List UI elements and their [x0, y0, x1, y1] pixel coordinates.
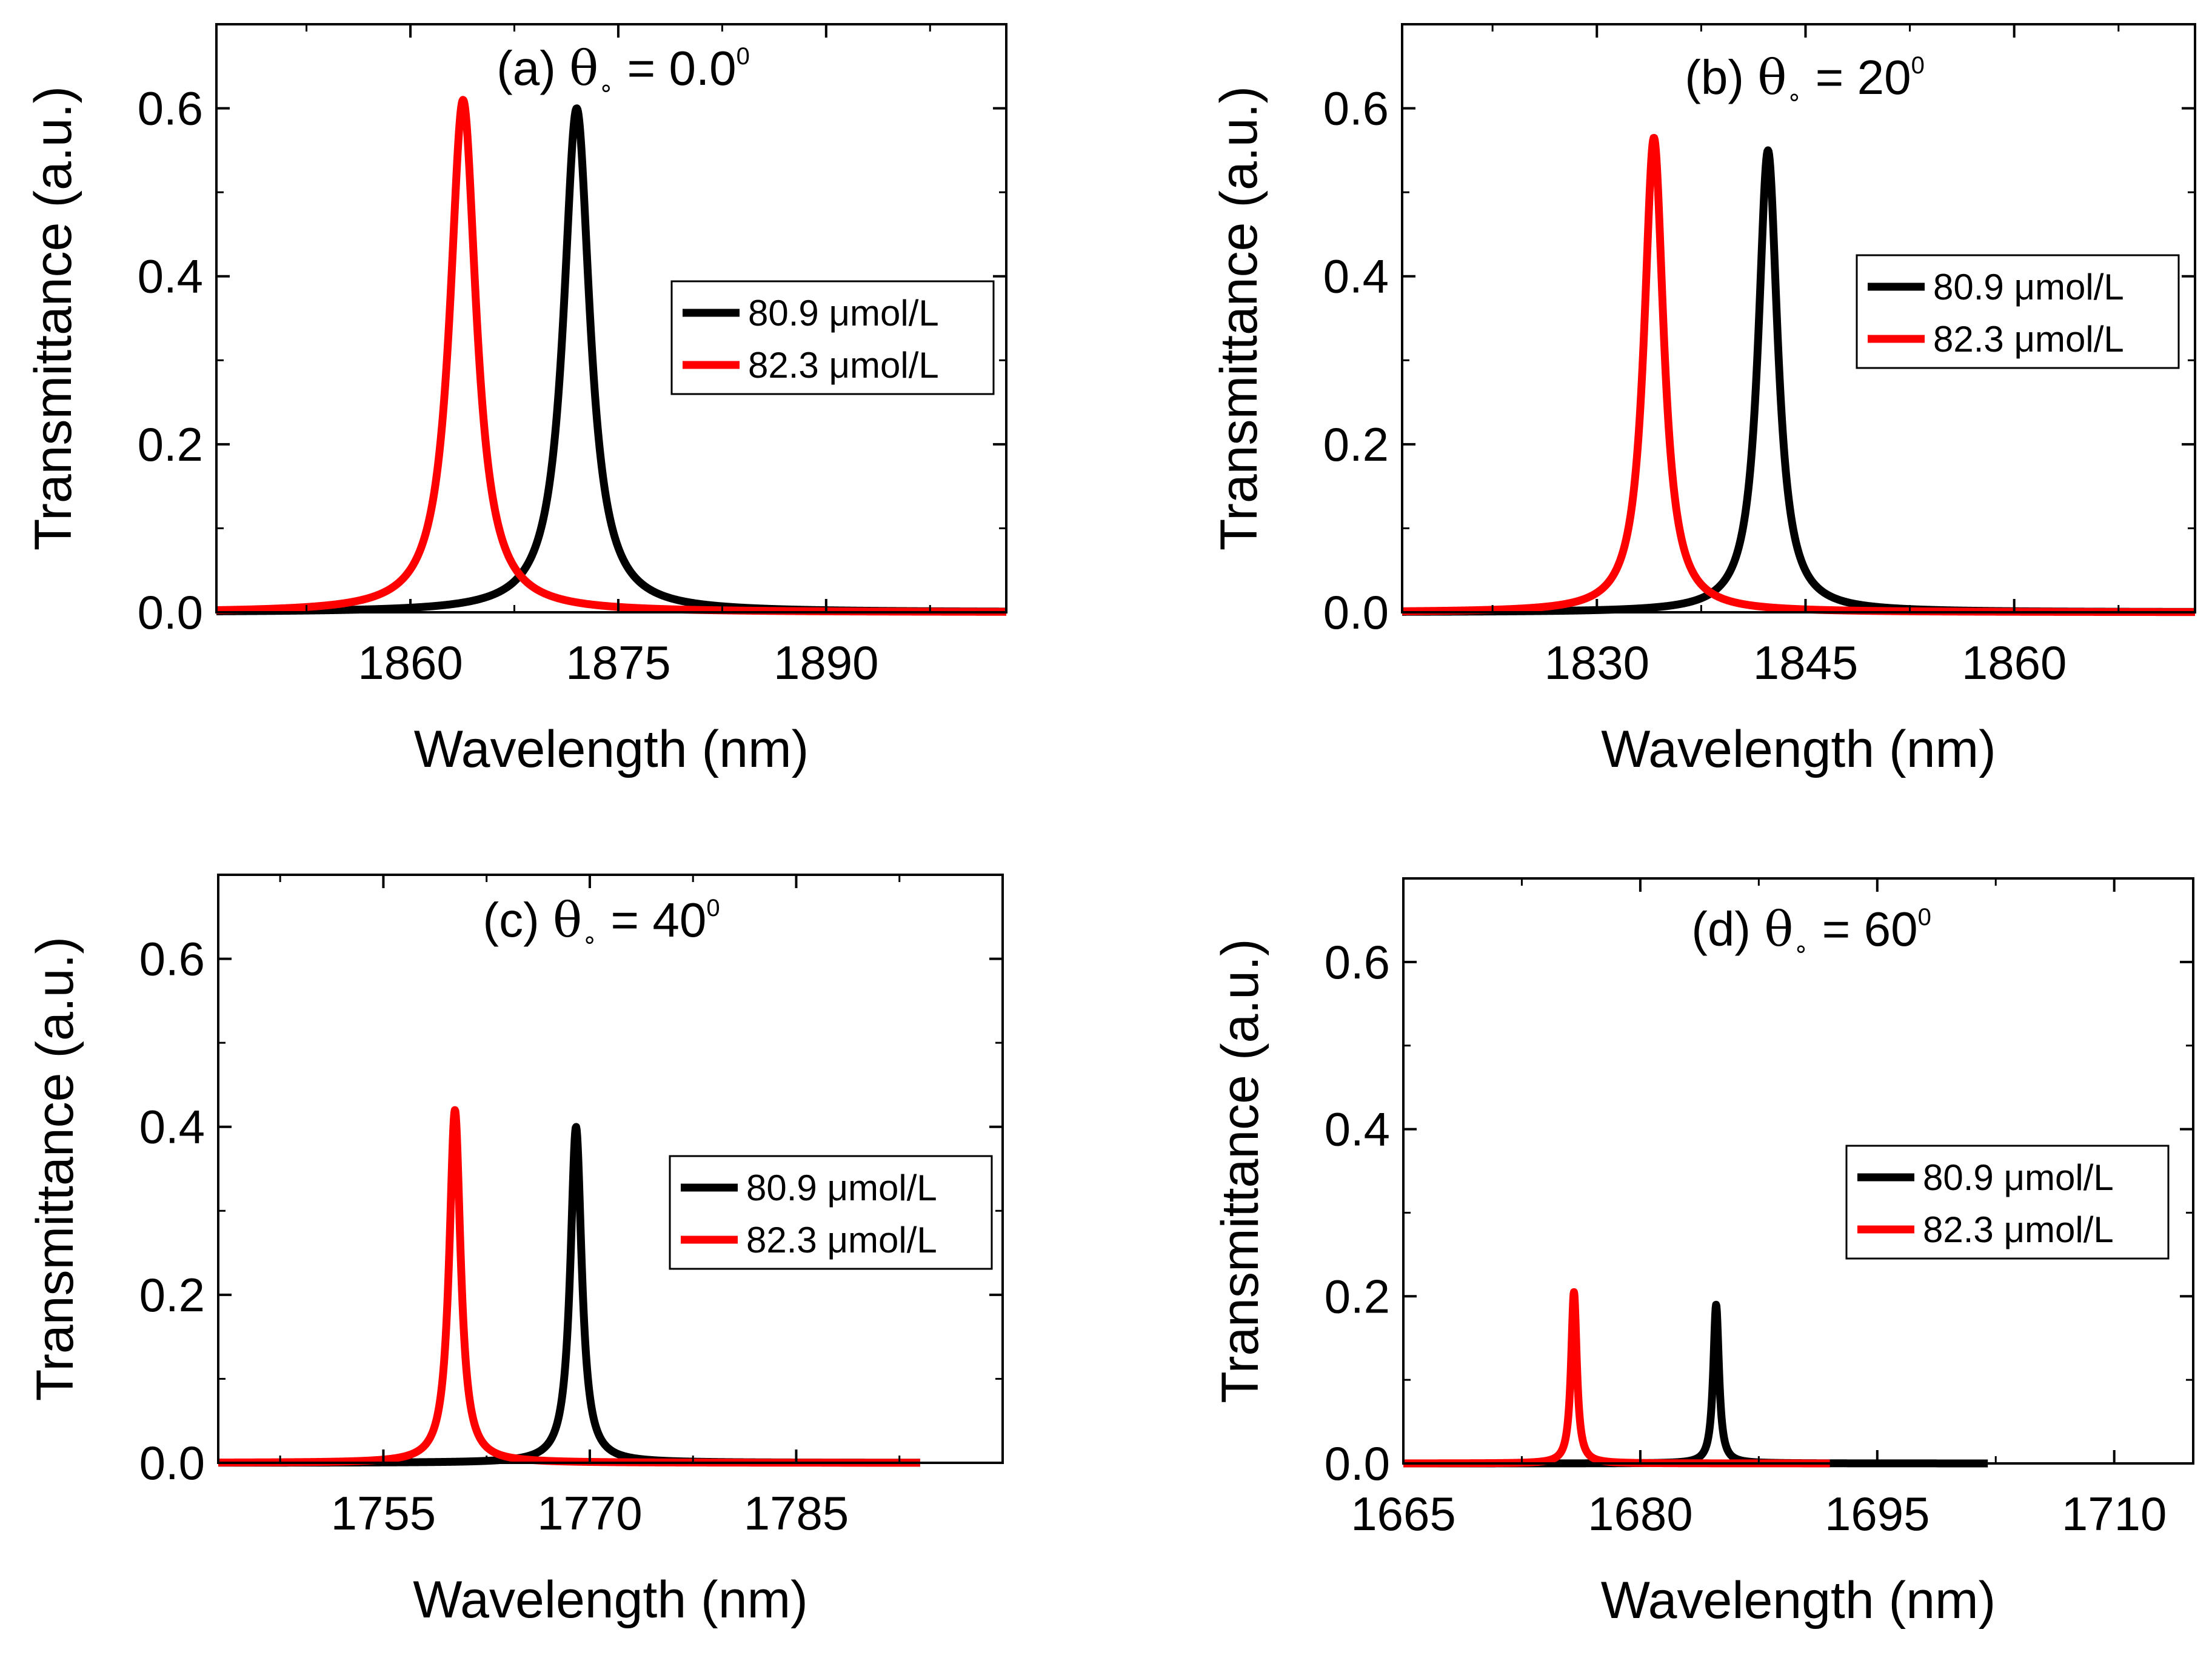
panel-title: (c) θ∘ = 400: [483, 892, 720, 953]
y-tick-label: 0.0: [1323, 586, 1389, 639]
y-tick-label: 0.4: [138, 250, 203, 303]
y-axis-title: Transmittance (a.u.): [24, 86, 82, 550]
theta-subscript: ∘: [598, 75, 613, 101]
legend-box: [1856, 254, 2180, 369]
legend-label: 82.3 μmol/L: [1933, 319, 2124, 359]
legend: 80.9 μmol/L 82.3 μmol/L: [670, 280, 995, 395]
x-axis-title: Wavelength (nm): [414, 720, 809, 778]
x-tick-label: 1860: [358, 636, 463, 689]
y-tick-label: 0.2: [139, 1268, 205, 1322]
degree-superscript: 0: [1918, 904, 1931, 931]
y-tick-label: 0.0: [138, 586, 203, 639]
chart-panel-b: 0.0 0.2 0.4 0.6 1830 1845 1860 Wavelength (nm) T…: [1210, 23, 2199, 778]
panel-title-value: = 60: [1808, 902, 1917, 956]
panel-title-value: = 20: [1802, 50, 1911, 104]
x-tick-label: 1860: [1962, 636, 2067, 689]
theta-subscript: ∘: [1793, 935, 1808, 962]
y-tick-label: 0.4: [139, 1100, 205, 1154]
legend-box: [670, 280, 995, 395]
series-line-black: [1400, 1300, 1992, 1468]
y-tick-label: 0.2: [1325, 1269, 1390, 1323]
plot-frame: [1401, 23, 2196, 614]
theta-subscript: ∘: [1786, 84, 1802, 110]
legend-label: 82.3 μmol/L: [1923, 1209, 2114, 1250]
panel-title-value: = 0.0: [613, 41, 736, 95]
y-tick-label: 0.0: [139, 1436, 205, 1490]
theta-symbol: θ: [569, 40, 598, 96]
degree-superscript: 0: [1911, 52, 1925, 79]
x-tick-label: 1710: [2062, 1487, 2167, 1540]
panel-title-prefix: (d): [1691, 902, 1764, 956]
legend-label: 80.9 μmol/L: [1923, 1157, 2114, 1198]
panel-title-value: = 40: [597, 893, 706, 947]
theta-symbol: θ: [553, 892, 582, 948]
legend-label: 82.3 μmol/L: [748, 345, 939, 386]
x-tick-label: 1845: [1753, 636, 1859, 689]
plot-frame: [215, 23, 1007, 614]
legend-label: 80.9 μmol/L: [748, 293, 939, 333]
chart-panel-a: 0.0 0.2 0.4 0.6 1860 1875 1890 Wavelength (nm) T…: [24, 23, 1010, 778]
degree-superscript: 0: [737, 43, 750, 70]
x-tick-label: 1695: [1825, 1487, 1930, 1540]
legend-box: [1845, 1145, 2170, 1260]
legend-box: [669, 1155, 993, 1270]
x-tick-label: 1665: [1351, 1487, 1456, 1540]
y-axis-title: Transmittance (a.u.): [1211, 938, 1269, 1403]
y-tick-label: 0.6: [1325, 935, 1390, 989]
y-tick-label: 0.6: [1323, 82, 1389, 135]
plot-frame: [217, 874, 1004, 1464]
legend-label: 80.9 μmol/L: [746, 1168, 937, 1208]
panel-title-prefix: (c): [483, 893, 553, 947]
x-axis-title: Wavelength (nm): [1601, 720, 1996, 778]
panel-title: (d) θ∘ = 600: [1691, 901, 1931, 962]
y-tick-label: 0.2: [1323, 418, 1389, 471]
chart-panel-d: 0.0 0.2 0.4 0.6 1665 1680 1695 1710 Wavelength (…: [1211, 877, 2194, 1630]
x-tick-label: 1875: [566, 636, 671, 689]
x-tick-label: 1680: [1588, 1487, 1693, 1540]
y-axis-title: Transmittance (a.u.): [1210, 86, 1268, 550]
x-tick-label: 1785: [744, 1486, 849, 1540]
legend: 80.9 μmol/L 82.3 μmol/L: [669, 1155, 993, 1270]
y-tick-label: 0.4: [1325, 1103, 1390, 1156]
chart-panel-c: 0.0 0.2 0.4 0.6 1755 1770 1785 Wavelength (nm) T…: [26, 874, 1004, 1629]
legend-label: 80.9 μmol/L: [1933, 267, 2124, 307]
panel-title-prefix: (b): [1685, 50, 1757, 104]
legend-label: 82.3 μmol/L: [746, 1220, 937, 1260]
legend: 80.9 μmol/L 82.3 μmol/L: [1845, 1145, 2170, 1260]
y-tick-label: 0.4: [1323, 250, 1389, 303]
panel-title-prefix: (a): [496, 41, 569, 95]
x-axis-title: Wavelength (nm): [413, 1571, 808, 1629]
degree-superscript: 0: [706, 895, 720, 921]
y-tick-label: 0.0: [1325, 1437, 1390, 1490]
y-tick-label: 0.6: [139, 932, 205, 986]
y-tick-label: 0.2: [138, 418, 203, 471]
series-line-black: [1398, 146, 2199, 616]
x-tick-label: 1770: [537, 1486, 643, 1540]
plot-frame: [1402, 877, 2194, 1465]
y-axis-title: Transmittance (a.u.): [26, 937, 84, 1401]
y-tick-label: 0.6: [138, 82, 203, 135]
x-tick-label: 1890: [774, 636, 879, 689]
theta-symbol: θ: [1764, 901, 1793, 957]
theta-subscript: ∘: [582, 926, 597, 953]
x-tick-label: 1830: [1544, 636, 1649, 689]
panel-title: (b) θ∘ = 200: [1685, 49, 1925, 110]
panel-title: (a) θ∘ = 0.00: [496, 40, 750, 101]
legend: 80.9 μmol/L 82.3 μmol/L: [1856, 254, 2180, 369]
x-axis-title: Wavelength (nm): [1601, 1571, 1996, 1630]
x-tick-label: 1755: [331, 1486, 436, 1540]
series-line-red: [1400, 1288, 1834, 1468]
theta-symbol: θ: [1757, 49, 1786, 105]
